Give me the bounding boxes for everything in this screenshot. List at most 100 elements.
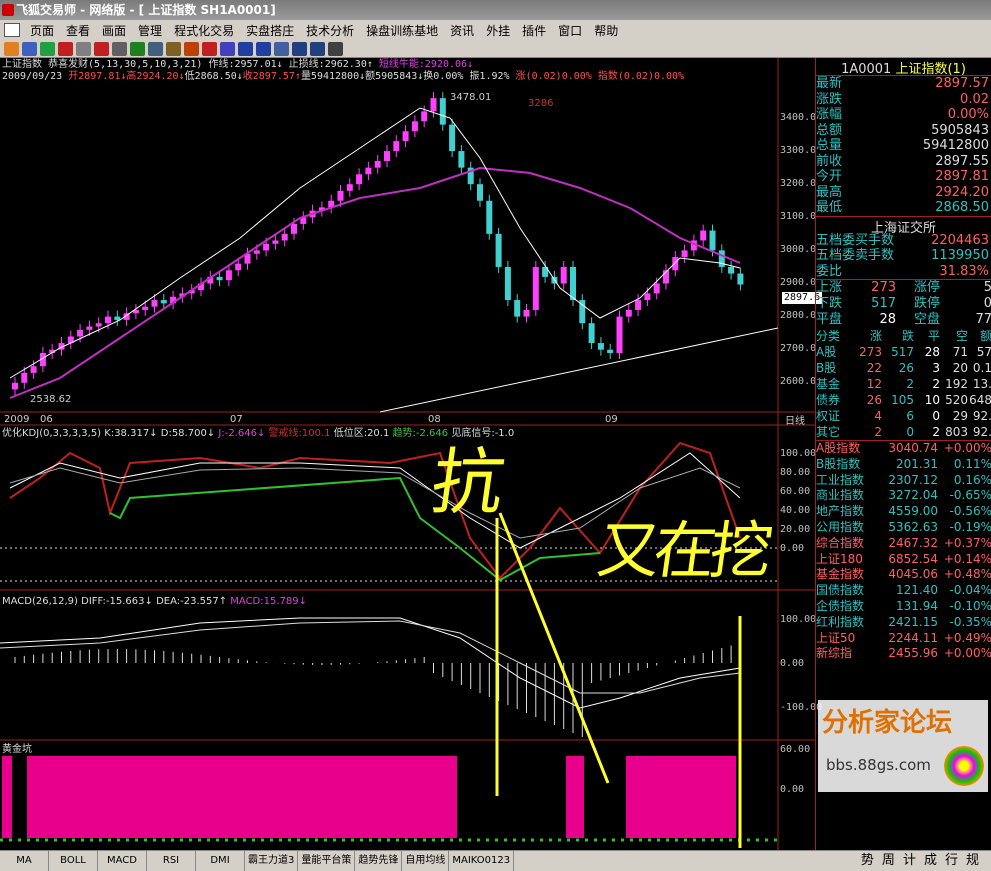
toolbar-button[interactable] xyxy=(94,41,109,56)
index-value: 131.94 xyxy=(896,598,938,613)
period-tab[interactable]: 规 xyxy=(965,853,979,868)
index-row[interactable]: 国债指数 121.40 -0.04% xyxy=(816,583,991,599)
indicator-tab[interactable]: 量能平台策 xyxy=(298,851,356,871)
menu-item[interactable]: 技术分析 xyxy=(306,23,355,38)
menu-item[interactable]: 实盘搭庄 xyxy=(246,23,295,38)
index-value: 121.40 xyxy=(896,583,938,598)
breadth-row: 下跌 517 跌停 0 xyxy=(816,296,991,312)
svg-text:优化KDJ(0,3,3,3,3,5) K:38.317↓ D: 优化KDJ(0,3,3,3,3,5) K:38.317↓ D:58.700↓ J… xyxy=(2,426,514,439)
index-name: 国债指数 xyxy=(816,583,865,598)
index-row[interactable]: 企债指数 131.94 -0.10% xyxy=(816,599,991,615)
candle-body xyxy=(328,200,335,208)
category-table-row: 基金 12 2 2 192 13. xyxy=(816,376,991,392)
menu-item[interactable]: 资讯 xyxy=(450,23,475,38)
toolbar-button[interactable] xyxy=(256,41,271,56)
period-tab[interactable]: 周 xyxy=(881,853,895,868)
app-menu-icon[interactable] xyxy=(4,23,20,37)
gold-axis-tick: 60.00 xyxy=(780,744,811,755)
period-tab[interactable]: 成 xyxy=(923,853,937,868)
stop-line: 止损线:2962.30↑ xyxy=(288,59,373,70)
toolbar-button[interactable] xyxy=(238,41,253,56)
quote-code: 1A0001 xyxy=(841,62,892,77)
kdj-green-line xyxy=(109,476,601,582)
breadth-cell: 77 xyxy=(975,312,991,327)
candle-body xyxy=(393,141,400,152)
toolbar-button[interactable] xyxy=(4,41,19,56)
toolbar-button[interactable] xyxy=(220,41,235,56)
index-row[interactable]: A股指数 3040.74 +0.00% xyxy=(816,441,991,457)
toolbar-button[interactable] xyxy=(130,41,145,56)
index-row[interactable]: 商业指数 3272.04 -0.65% xyxy=(816,488,991,504)
candle-body xyxy=(30,366,37,373)
candle-body xyxy=(12,382,18,390)
menu-item[interactable]: 查看 xyxy=(66,23,91,38)
toolbar-button[interactable] xyxy=(292,41,307,56)
index-name: 新综指 xyxy=(816,646,853,661)
ma-short-line xyxy=(9,107,741,379)
menu-item[interactable]: 页面 xyxy=(30,23,55,38)
candle-body xyxy=(607,349,614,354)
kdj-header: 优化KDJ(0,3,3,3,3,5) K:38.317↓ D:58.700↓ J… xyxy=(2,426,514,439)
index-row[interactable]: B股指数 201.31 0.11% xyxy=(816,457,991,473)
indicator-tab[interactable]: MA xyxy=(0,851,49,871)
indicator-tab[interactable]: MAIKO0123 xyxy=(449,851,515,871)
toolbar-button[interactable] xyxy=(166,41,181,56)
table-cell: 基金 xyxy=(816,377,841,391)
field-value: 2897.57 xyxy=(935,76,989,91)
field-value: 59412800 xyxy=(922,138,989,153)
indicator-tab[interactable]: MACD xyxy=(98,851,147,871)
index-row[interactable]: 公用指数 5362.63 -0.19% xyxy=(816,520,991,536)
period-tab[interactable]: 势 xyxy=(860,853,874,868)
index-row[interactable]: 工业指数 2307.12 0.16% xyxy=(816,473,991,489)
toolbar-button[interactable] xyxy=(22,41,37,56)
menu-item[interactable]: 窗口 xyxy=(558,23,583,38)
chart-area[interactable]: 3478.01 2538.62 3286 2009 06 07 08 09 日线… xyxy=(0,58,815,850)
menu-item[interactable]: 管理 xyxy=(138,23,163,38)
index-row[interactable]: 上证180 6852.54 +0.14% xyxy=(816,552,991,568)
toolbar-button[interactable] xyxy=(58,41,73,56)
toolbar-button[interactable] xyxy=(40,41,55,56)
menu-item[interactable]: 画面 xyxy=(102,23,127,38)
field-label: 最新 xyxy=(816,76,843,91)
toolbar-button[interactable] xyxy=(76,41,91,56)
period-tab[interactable]: 计 xyxy=(902,853,916,868)
period-tab[interactable]: 行 xyxy=(944,853,958,868)
indicator-tab[interactable]: 霸王力道3 xyxy=(245,851,299,871)
toolbar-button[interactable] xyxy=(328,41,343,56)
index-row[interactable]: 上证50 2244.11 +0.49% xyxy=(816,631,991,647)
indicator-tab[interactable]: BOLL xyxy=(49,851,98,871)
index-value: 2467.32 xyxy=(888,535,938,550)
candle-body xyxy=(718,250,725,267)
field-label: 总额 xyxy=(816,122,843,138)
field-value: 2897.55 xyxy=(935,153,989,169)
index-row[interactable]: 地产指数 4559.00 -0.56% xyxy=(816,504,991,520)
index-row[interactable]: 新综指 2455.96 +0.00% xyxy=(816,646,991,662)
price-axis-tick: 3400.0 xyxy=(780,112,817,123)
table-cell: 648 xyxy=(969,393,991,407)
toolbar-button[interactable] xyxy=(274,41,289,56)
menu-item[interactable]: 帮助 xyxy=(594,23,619,38)
menu-item[interactable]: 操盘训练基地 xyxy=(366,23,439,38)
menu-item[interactable]: 插件 xyxy=(522,23,547,38)
indicator-tab[interactable]: RSI xyxy=(147,851,196,871)
toolbar-button[interactable] xyxy=(112,41,127,56)
indicator-tab[interactable]: 自用均线 xyxy=(402,851,450,871)
toolbar-button[interactable] xyxy=(148,41,163,56)
gold-pit-label: 黄金坑 xyxy=(2,742,32,755)
toolbar-button[interactable] xyxy=(310,41,325,56)
menu-item[interactable]: 外挂 xyxy=(486,23,511,38)
indicator-tab[interactable]: 趋势先锋 xyxy=(355,851,403,871)
price-axis-tick: 3300.0 xyxy=(780,145,817,156)
period-label[interactable]: 日线 xyxy=(785,414,805,427)
book-label: 五档委卖手数 xyxy=(816,248,895,263)
toolbar-button[interactable] xyxy=(184,41,199,56)
toolbar-button[interactable] xyxy=(202,41,217,56)
index-row[interactable]: 基金指数 4045.06 +0.48% xyxy=(816,567,991,583)
index-row[interactable]: 综合指数 2467.32 +0.37% xyxy=(816,536,991,552)
candle-body xyxy=(653,283,660,294)
indicator-tab[interactable]: DMI xyxy=(196,851,245,871)
menu-item[interactable]: 程式化交易 xyxy=(174,23,235,38)
price-axis-tick: 2900.0 xyxy=(780,277,817,288)
table-cell: 57 xyxy=(976,345,991,359)
index-row[interactable]: 红利指数 2421.15 -0.35% xyxy=(816,615,991,631)
